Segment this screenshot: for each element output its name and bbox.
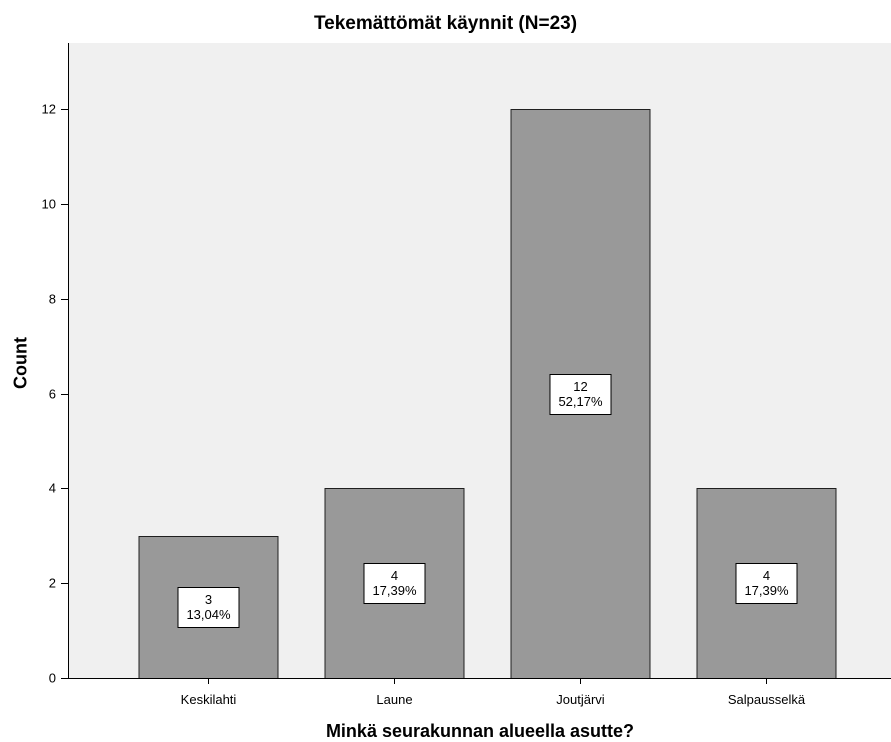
y-tick-label: 0 [49, 671, 56, 686]
data-label-count: 4 [391, 568, 398, 583]
data-label-box [363, 563, 426, 604]
data-label-count: 3 [205, 592, 212, 607]
x-tick-label-keskilahti: Keskilahti [181, 692, 237, 707]
data-label-keskilahti: 313,04% [177, 587, 240, 628]
x-tick-label-joutjarvi: Joutjärvi [556, 692, 605, 707]
data-label-count: 12 [573, 379, 587, 394]
data-label-box [177, 587, 240, 628]
data-label-box [549, 374, 612, 415]
y-tick-label: 4 [49, 481, 56, 496]
data-label-percent: 13,04% [186, 607, 231, 622]
data-label-count: 4 [763, 568, 770, 583]
data-label-percent: 17,39% [744, 583, 789, 598]
x-axis-title: Minkä seurakunnan alueella asutte? [326, 721, 634, 741]
chart-title: Tekemättömät käynnit (N=23) [314, 13, 577, 34]
x-tick-label-salpausselka: Salpausselkä [728, 692, 806, 707]
x-tick-label-laune: Laune [376, 692, 412, 707]
data-label-salpausselka: 417,39% [735, 563, 798, 604]
y-tick-label: 12 [42, 102, 56, 117]
y-tick-label: 8 [49, 292, 56, 307]
y-axis-ticks: 0 2 4 6 8 10 12 [42, 102, 68, 686]
data-label-laune: 417,39% [363, 563, 426, 604]
y-tick-label: 10 [42, 197, 56, 212]
data-label-box [735, 563, 798, 604]
x-axis-ticks: Keskilahti Laune Joutjärvi Salpausselkä [181, 678, 806, 707]
y-tick-label: 2 [49, 576, 56, 591]
y-axis-title: Count [10, 337, 30, 389]
data-label-percent: 17,39% [372, 583, 417, 598]
y-tick-label: 6 [49, 387, 56, 402]
data-label-percent: 52,17% [558, 394, 603, 409]
